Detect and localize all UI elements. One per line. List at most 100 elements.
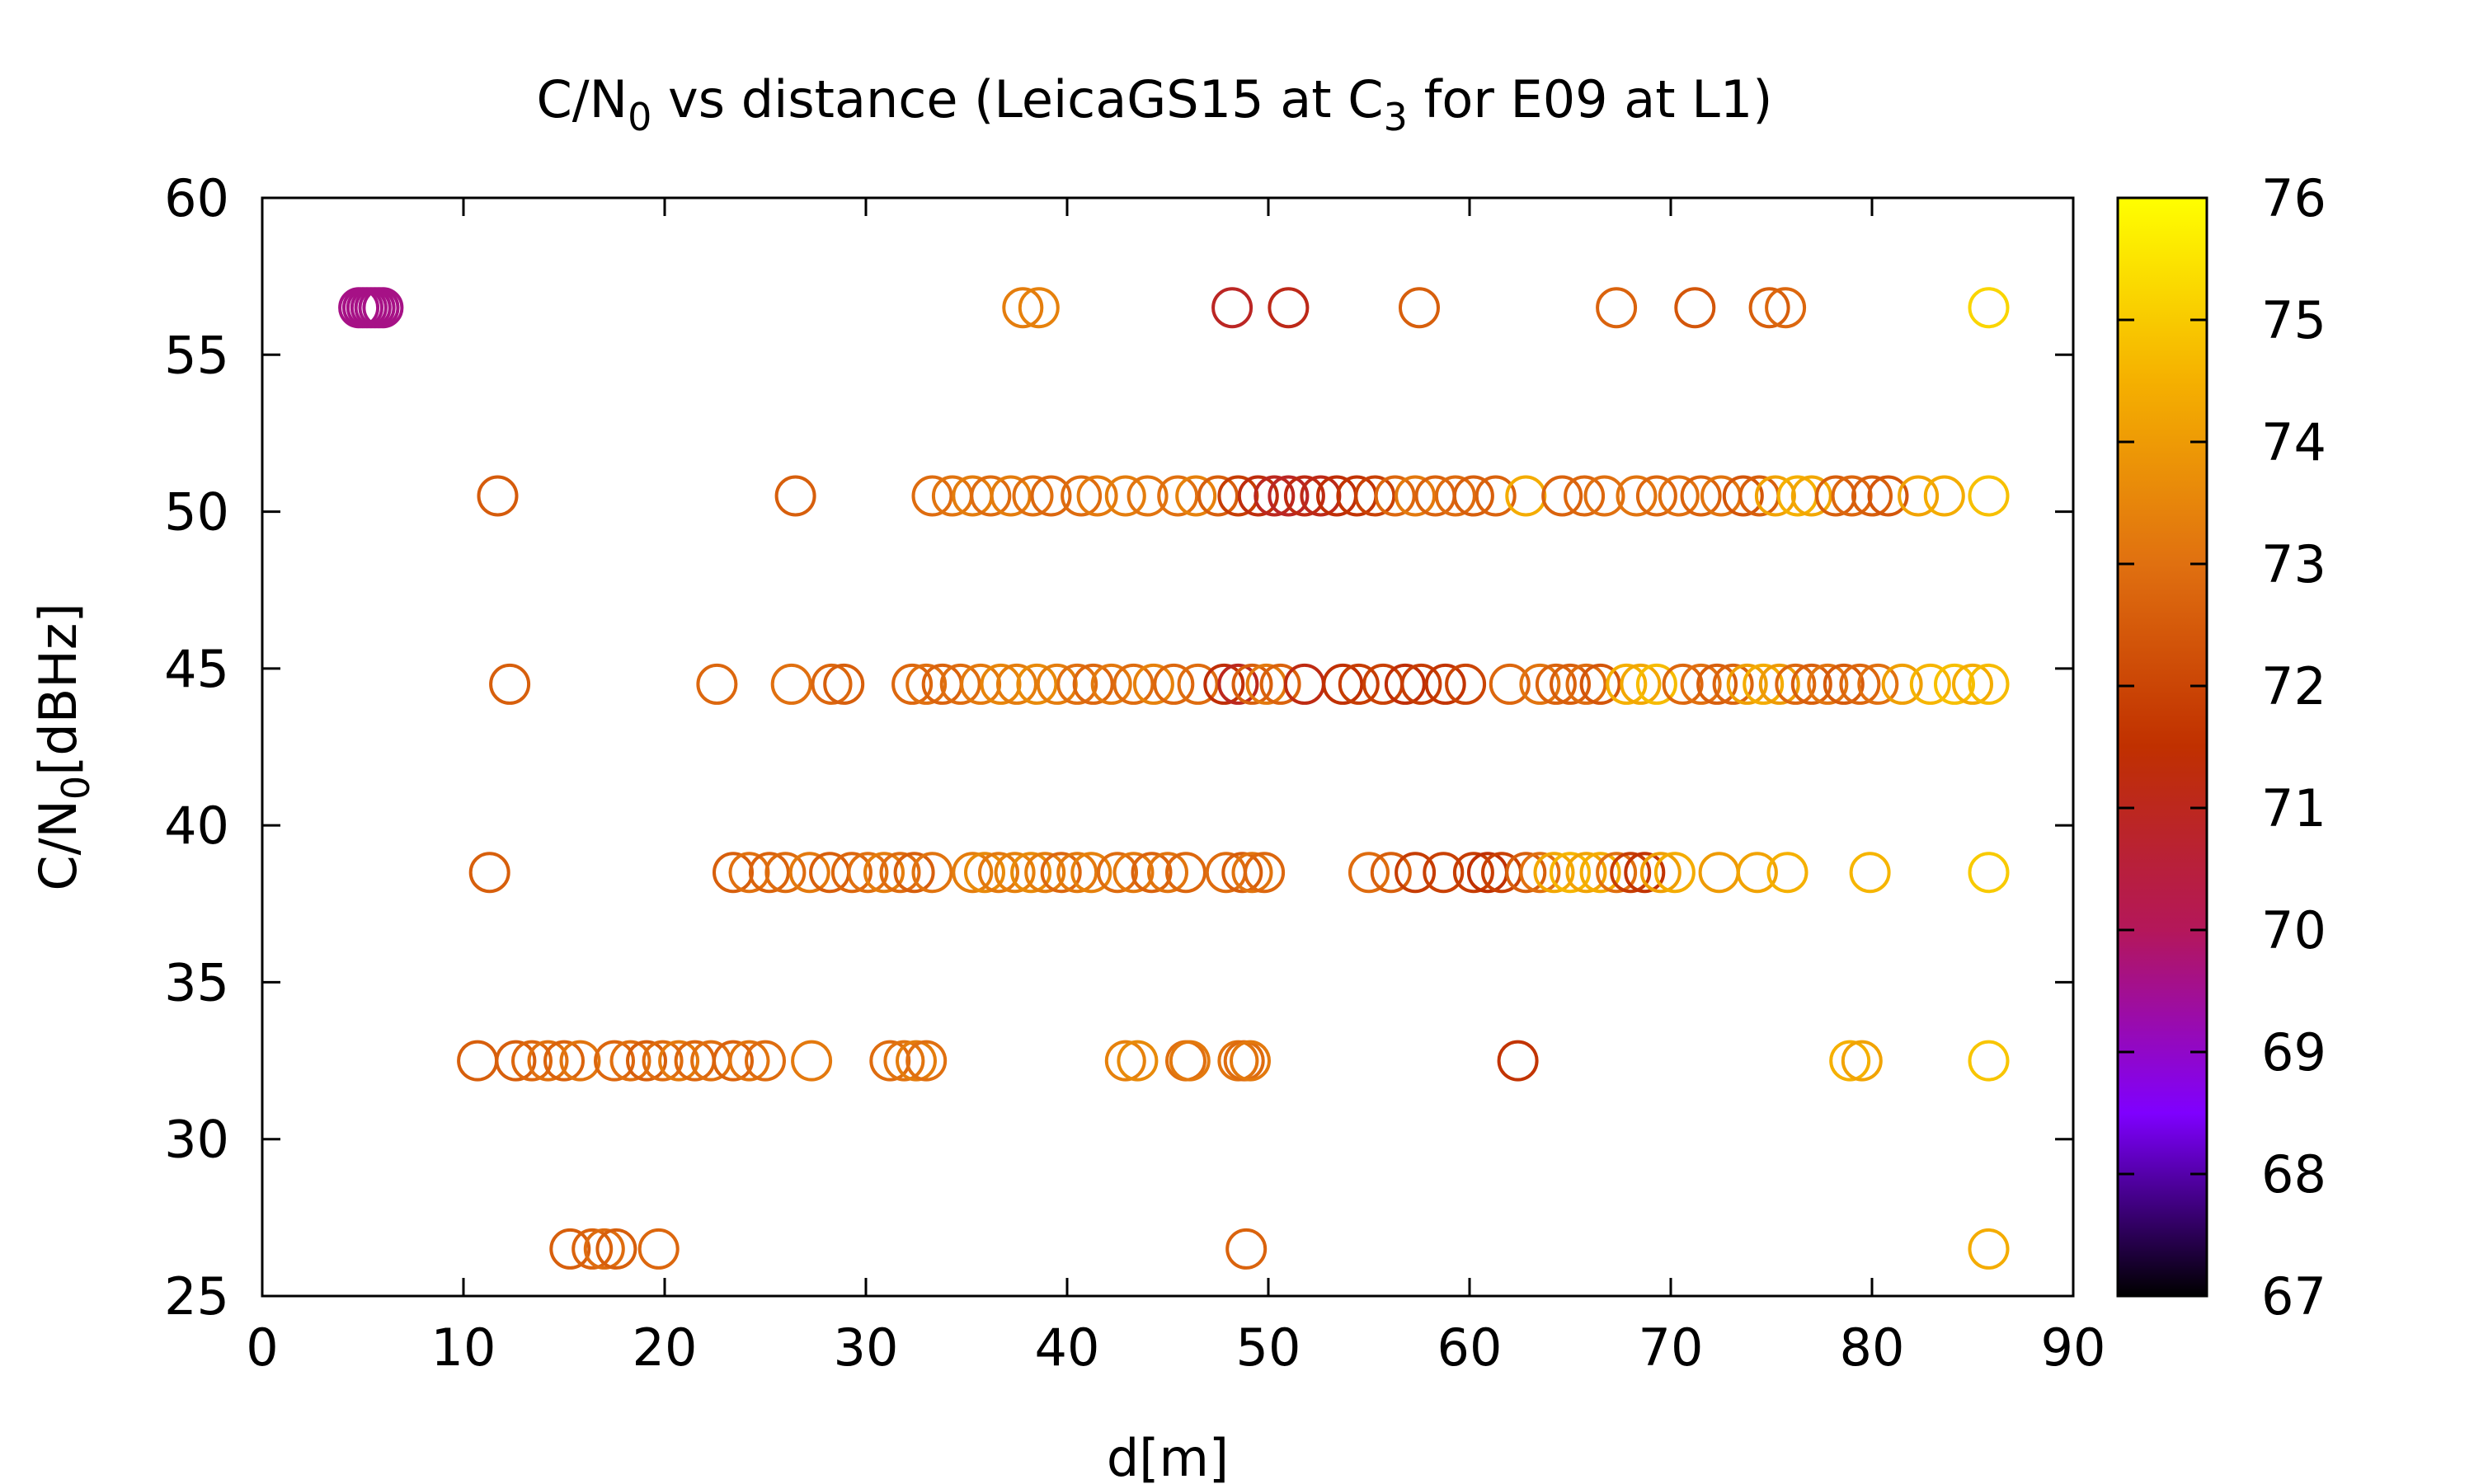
- data-point: [1147, 852, 1188, 894]
- data-point: [1395, 852, 1437, 894]
- data-point: [1722, 475, 1764, 517]
- data-point: [1018, 287, 1060, 329]
- data-point: [1452, 852, 1494, 894]
- data-point: [1283, 663, 1325, 705]
- data-point: [1775, 663, 1817, 705]
- data-point: [1829, 1040, 1871, 1082]
- x-tick-label: 0: [246, 1317, 278, 1378]
- data-point: [1452, 475, 1494, 517]
- data-point: [1030, 475, 1072, 517]
- data-point: [1680, 663, 1722, 705]
- data-point: [1132, 663, 1174, 705]
- y-tick-label: 40: [164, 796, 229, 856]
- data-point: [1653, 852, 1696, 894]
- data-point: [1815, 475, 1857, 517]
- data-point: [1533, 852, 1575, 894]
- data-point: [1606, 663, 1648, 705]
- x-axis-ticks: 0 10 20 30 40 50 60 70 80 90: [246, 198, 2105, 1378]
- data-point: [583, 1228, 625, 1270]
- data-point: [1362, 663, 1404, 705]
- data-point: [1696, 663, 1738, 705]
- data-point: [527, 1040, 569, 1082]
- data-point: [1217, 663, 1259, 705]
- data-point: [1024, 852, 1066, 894]
- x-tick-label: 90: [2041, 1317, 2106, 1378]
- data-point: [748, 852, 790, 894]
- data-point: [980, 663, 1022, 705]
- x-tick-label: 20: [633, 1317, 698, 1378]
- data-point: [970, 475, 1012, 517]
- data-point: [1165, 852, 1206, 894]
- colorbar: [2116, 196, 2208, 1298]
- x-tick-label: 30: [834, 1317, 899, 1378]
- data-point: [1923, 475, 1965, 517]
- data-point: [1698, 852, 1740, 894]
- data-point: [1635, 475, 1677, 517]
- x-tick-label: 70: [1639, 1317, 1704, 1378]
- data-point: [477, 475, 519, 517]
- data-point: [1662, 663, 1704, 705]
- data-point: [1565, 663, 1607, 705]
- data-point: [1237, 475, 1279, 517]
- data-point: [823, 663, 865, 705]
- colorbar-tick-label: 76: [2261, 168, 2326, 228]
- x-axis-label: d[m]: [1107, 1428, 1229, 1484]
- x-tick-label: 60: [1437, 1317, 1503, 1378]
- data-point: [1610, 852, 1652, 894]
- data-point: [996, 663, 1037, 705]
- data-point: [1565, 852, 1607, 894]
- data-point: [1434, 475, 1476, 517]
- data-point: [1400, 663, 1442, 705]
- data-point: [1070, 852, 1112, 894]
- data-point: [911, 475, 953, 517]
- data-point: [788, 852, 830, 894]
- data-point: [1823, 663, 1865, 705]
- data-point: [1126, 475, 1169, 517]
- data-point: [1497, 1040, 1539, 1082]
- data-point: [1225, 1228, 1268, 1270]
- data-point: [1674, 287, 1716, 329]
- y-axis-label: C/N0[dBHz]: [28, 603, 98, 890]
- data-point: [1112, 852, 1155, 894]
- data-point: [978, 852, 1019, 894]
- colorbar-tick-label: 73: [2261, 534, 2326, 594]
- data-point: [1635, 663, 1677, 705]
- data-point: [939, 663, 981, 705]
- data-point: [1072, 663, 1114, 705]
- data-point: [1445, 663, 1487, 705]
- data-point: [1231, 852, 1273, 894]
- data-point: [1322, 663, 1364, 705]
- data-point: [960, 663, 1002, 705]
- data-point: [1968, 852, 2010, 894]
- data-point: [1012, 475, 1054, 517]
- data-point: [1489, 663, 1531, 705]
- data-point: [893, 852, 935, 894]
- data-point: [1374, 475, 1416, 517]
- data-point: [990, 475, 1032, 517]
- x-tick-label: 40: [1035, 1317, 1100, 1378]
- data-point: [863, 852, 905, 894]
- data-point: [1197, 475, 1239, 517]
- data-point: [1541, 475, 1583, 517]
- data-point: [1097, 852, 1138, 894]
- data-point: [1056, 852, 1098, 894]
- data-point: [1736, 852, 1778, 894]
- data-point: [891, 663, 934, 705]
- data-point: [637, 1228, 680, 1270]
- data-point: [1765, 287, 1807, 329]
- data-point: [642, 1040, 684, 1082]
- data-point: [994, 852, 1036, 894]
- data-point: [1056, 663, 1098, 705]
- data-point: [511, 1040, 553, 1082]
- data-point: [457, 1040, 499, 1082]
- data-point: [770, 663, 812, 705]
- data-point: [1564, 475, 1606, 517]
- plot-frame: [261, 196, 2075, 1298]
- data-point: [1748, 287, 1790, 329]
- data-point: [1076, 475, 1118, 517]
- data-point: [905, 1040, 948, 1082]
- data-point: [1259, 663, 1301, 705]
- data-point: [1968, 1228, 2010, 1270]
- data-point: [1738, 475, 1780, 517]
- data-point: [1104, 475, 1146, 517]
